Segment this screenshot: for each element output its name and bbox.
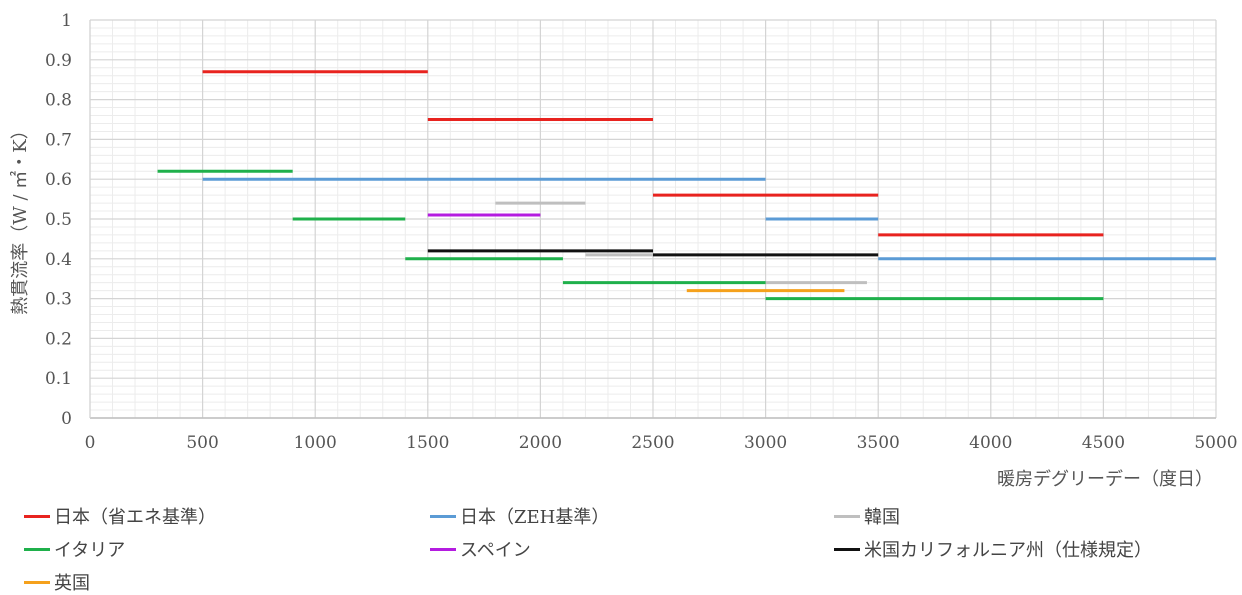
y-tick-label: 0.9 bbox=[45, 51, 72, 71]
x-tick-label: 3500 bbox=[857, 433, 900, 453]
legend-swatch bbox=[24, 580, 50, 584]
y-axis-title: 熱貫流率（W / ㎡・K） bbox=[9, 121, 31, 314]
y-tick-label: 1 bbox=[61, 11, 72, 31]
legend-label: 米国カリフォルニア州（仕様規定） bbox=[864, 540, 1152, 561]
x-tick-label: 4500 bbox=[1082, 433, 1125, 453]
legend-item: 米国カリフォルニア州（仕様規定） bbox=[834, 537, 1152, 561]
chart-plot: 0 500 1000 1500 2000 2500 3000 3500 4000 4500 5000… bbox=[9, 11, 1238, 490]
x-axis-title: 暖房デグリーデー（度日） bbox=[997, 469, 1213, 490]
y-tick-label: 0.8 bbox=[45, 91, 72, 111]
y-tick-label: 0.6 bbox=[45, 170, 72, 190]
x-tick-label: 2500 bbox=[631, 433, 674, 453]
x-tick-label: 1000 bbox=[294, 433, 337, 453]
legend-label: 日本（ZEH基準） bbox=[460, 507, 610, 528]
legend-item: 日本（省エネ基準） bbox=[24, 504, 216, 528]
x-tick-label: 5000 bbox=[1194, 433, 1237, 453]
y-tick-label: 0.2 bbox=[45, 329, 72, 349]
y-tick-label: 0.4 bbox=[45, 250, 72, 270]
x-tick-label: 3000 bbox=[744, 433, 787, 453]
legend-item: 英国 bbox=[24, 570, 90, 594]
chart-legend: 日本（省エネ基準） 日本（ZEH基準） 韓国イタリア スペイン 米国カリフォルニア州（仕… bbox=[0, 500, 1242, 594]
legend-item: 日本（ZEH基準） bbox=[430, 504, 609, 528]
x-tick-label: 500 bbox=[186, 433, 218, 453]
y-tick-label: 0 bbox=[61, 409, 72, 429]
legend-swatch bbox=[24, 514, 50, 518]
legend-swatch bbox=[430, 547, 456, 551]
legend-label: スペイン bbox=[460, 540, 531, 561]
x-tick-label: 1500 bbox=[406, 433, 449, 453]
legend-swatch bbox=[24, 547, 50, 551]
legend-swatch bbox=[430, 514, 456, 518]
y-tick-label: 0.1 bbox=[45, 369, 72, 389]
x-tick-label: 4000 bbox=[969, 433, 1012, 453]
y-tick-label: 0.7 bbox=[45, 130, 72, 150]
legend-label: 韓国 bbox=[864, 507, 900, 528]
y-tick-label: 0.3 bbox=[45, 290, 72, 310]
legend-item: 韓国 bbox=[834, 504, 900, 528]
legend-label: 英国 bbox=[54, 573, 90, 594]
legend-swatch bbox=[834, 547, 860, 551]
legend-label: 日本（省エネ基準） bbox=[54, 507, 216, 528]
legend-item: イタリア bbox=[24, 537, 125, 561]
x-tick-label: 0 bbox=[85, 433, 96, 453]
legend-swatch bbox=[834, 514, 860, 518]
legend-item: スペイン bbox=[430, 537, 531, 561]
x-tick-label: 2000 bbox=[519, 433, 562, 453]
y-tick-label: 0.5 bbox=[45, 210, 72, 230]
legend-label: イタリア bbox=[54, 540, 126, 561]
